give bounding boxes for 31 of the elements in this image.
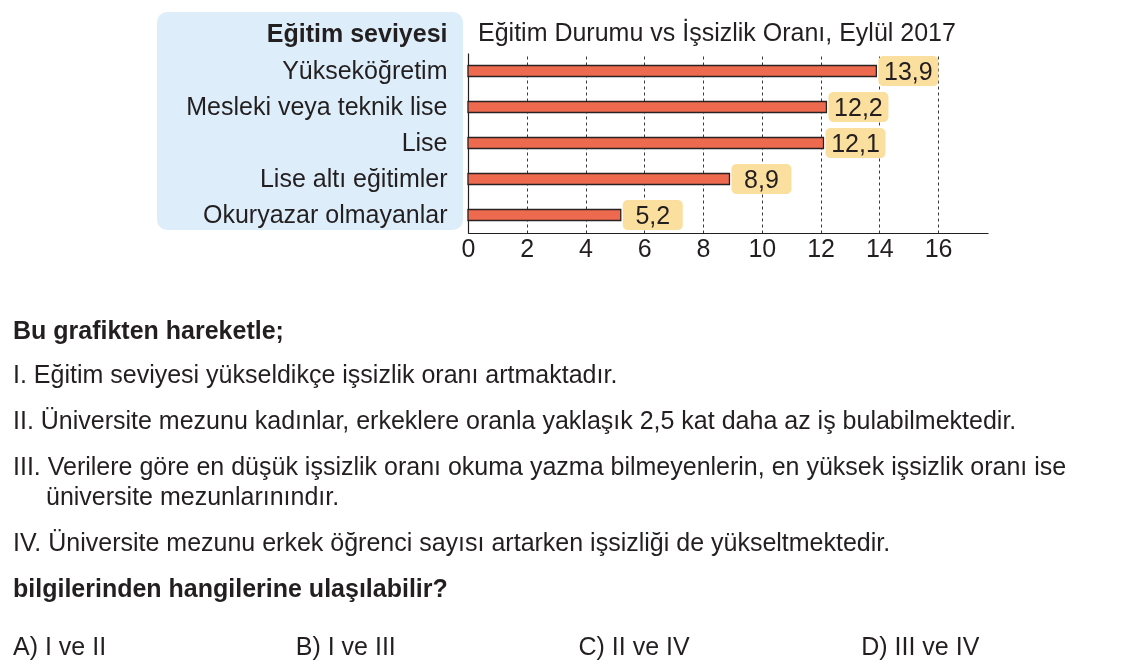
y-axis-title: Eğitim seviyesi (266, 18, 448, 47)
y-tick-label: Lise altı eğitimler (259, 164, 448, 192)
x-tick-label: 6 (637, 233, 652, 262)
x-tick-label: 10 (748, 233, 777, 262)
x-tick-label: 0 (461, 233, 476, 262)
data-label: 5,2 (635, 201, 671, 229)
y-tick-label: Lise (401, 128, 448, 156)
x-tick-label: 12 (807, 233, 835, 262)
data-label: 13,9 (884, 57, 933, 85)
y-tick-label: Mesleki veya teknik lise (186, 92, 448, 120)
text: I. Eğitim seviyesi yükseldikçe işsizlik oranı artmaktadır. (13, 359, 619, 389)
x-tick-label: 8 (696, 233, 711, 262)
text: IV. Üniversite mezunu erkek öğrenci sayısı artarken işsizliği de yükseltmektedir. (13, 527, 892, 557)
x-tick-label: 16 (924, 233, 953, 262)
text: II. Üniversite mezunu kadınlar, erkeklere oranla yaklaşık 2,5 kat daha az iş bulabilmektedir. (13, 405, 1018, 435)
x-tick-label: 4 (579, 233, 594, 262)
text: Bu grafikten hareketle; (13, 315, 285, 345)
data-label: 8,9 (744, 165, 779, 193)
text: C) II ve IV (578, 631, 691, 661)
x-tick-label: 14 (865, 233, 894, 262)
text: A) I ve II (13, 631, 108, 661)
chart-title: Eğitim Durumu vs İşsizlik Oranı, Eylül 2017 (478, 18, 956, 46)
data-label: 12,1 (831, 129, 880, 157)
data-label: 12,2 (834, 93, 883, 121)
y-tick-label: Okuryazar olmayanlar (202, 200, 448, 228)
text: bilgilerinden hangilerine ulaşılabilir? (13, 573, 449, 603)
text: B) I ve III (295, 631, 397, 661)
text: III. Verilere göre en düşük işsizlik oranı okuma yazma bilmeyenlerin, en yüksek işsizlik oranı ise üniversite mezunlarınındır. (13, 451, 1068, 511)
x-tick-label: 2 (520, 233, 535, 262)
y-tick-label: Yükseköğretim (282, 56, 448, 84)
text: D) III ve IV (861, 631, 981, 661)
